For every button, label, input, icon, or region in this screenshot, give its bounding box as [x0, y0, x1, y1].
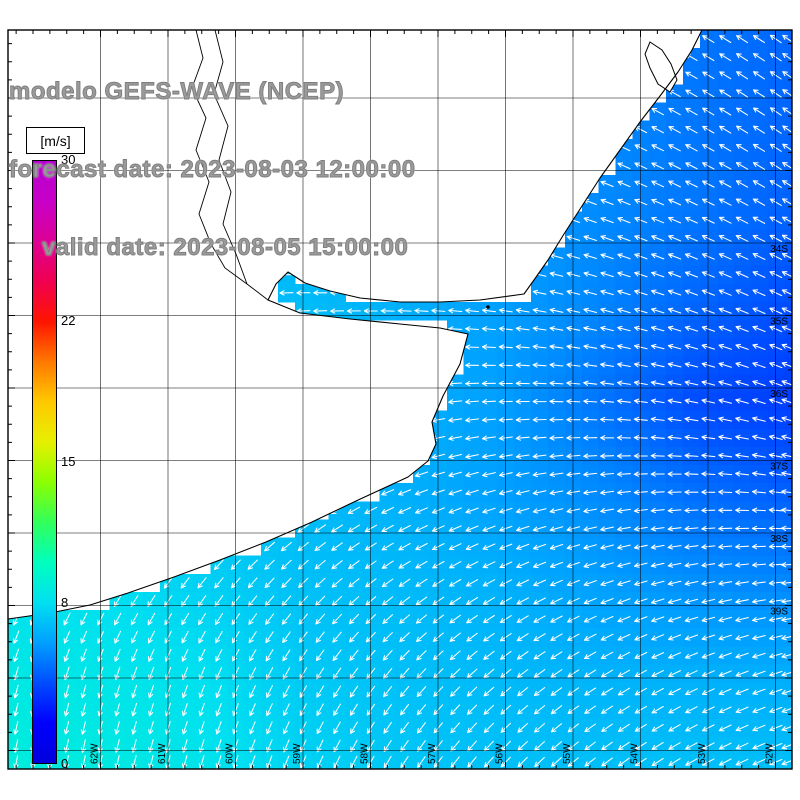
- lon-label: 59W: [292, 743, 303, 764]
- lon-label: 54W: [630, 743, 641, 764]
- colorbar-tick: 15: [61, 454, 76, 469]
- colorbar-tick: 0: [61, 756, 69, 771]
- colorbar-unit-label: [m/s]: [40, 132, 71, 149]
- lat-label: 38S: [770, 534, 788, 545]
- lat-labels: 34S 35S 36S 37S 38S 39S: [770, 244, 788, 618]
- island-dot: [486, 305, 490, 309]
- lat-label: 35S: [770, 317, 788, 328]
- graticule: [8, 30, 792, 769]
- lat-label: 39S: [770, 607, 788, 618]
- lat-label: 34S: [770, 244, 788, 255]
- colorbar-unit-box: [m/s]: [26, 127, 85, 154]
- lon-labels: 62W 61W 60W 59W 58W 57W 56W 55W 54W 53W 52W: [90, 743, 776, 764]
- lon-label: 52W: [765, 743, 776, 764]
- colorbar-tick: 30: [61, 152, 76, 167]
- lon-label: 57W: [427, 743, 438, 764]
- wind-arrows: [12, 34, 796, 769]
- lon-label: 62W: [90, 743, 101, 764]
- lat-label: 37S: [770, 462, 788, 473]
- river-line: [191, 29, 269, 301]
- lon-label: 53W: [697, 743, 708, 764]
- lagoon-outline: [644, 41, 678, 93]
- land: [8, 29, 702, 619]
- river-line: [213, 29, 248, 285]
- lon-label: 55W: [562, 743, 573, 764]
- colorbar-tick: 22: [61, 313, 76, 329]
- lat-label: 36S: [770, 389, 788, 400]
- colorbar-tick: 8: [61, 594, 69, 610]
- map-border-ticks: [7, 29, 793, 770]
- lon-label: 60W: [225, 743, 236, 764]
- lon-label: 56W: [495, 743, 506, 764]
- lon-label: 61W: [157, 743, 168, 764]
- lon-label: 58W: [360, 743, 371, 764]
- coastline: [7, 29, 703, 620]
- colorbar-gradient: [32, 160, 57, 764]
